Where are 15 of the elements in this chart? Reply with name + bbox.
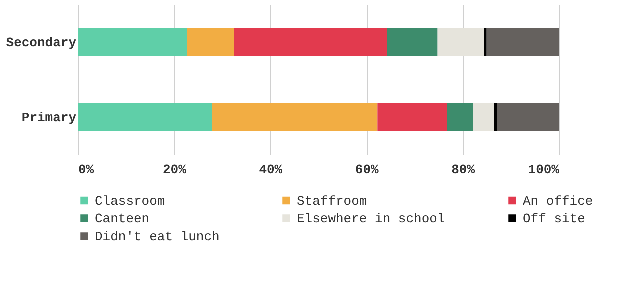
x-tick-label: 20% bbox=[162, 162, 187, 178]
y-tick-label: Primary bbox=[22, 110, 77, 126]
x-tick-label: 100% bbox=[528, 162, 560, 178]
x-tick-label: 60% bbox=[355, 162, 379, 178]
x-tick-label: 80% bbox=[452, 162, 476, 178]
y-tick-label: Secondary bbox=[6, 36, 77, 50]
x-tick-label: 0% bbox=[78, 162, 94, 178]
legend-label: Classroom bbox=[95, 194, 166, 209]
legend-label: Canteen bbox=[95, 212, 150, 226]
x-tick-label: 40% bbox=[259, 162, 283, 178]
legend-label: Off site bbox=[523, 212, 586, 226]
legend-label: An office bbox=[523, 194, 594, 209]
legend-label: Elsewhere in school bbox=[297, 212, 446, 226]
legend-label: Staffroom bbox=[297, 194, 368, 209]
legend-label: Didn't eat lunch bbox=[95, 230, 220, 244]
